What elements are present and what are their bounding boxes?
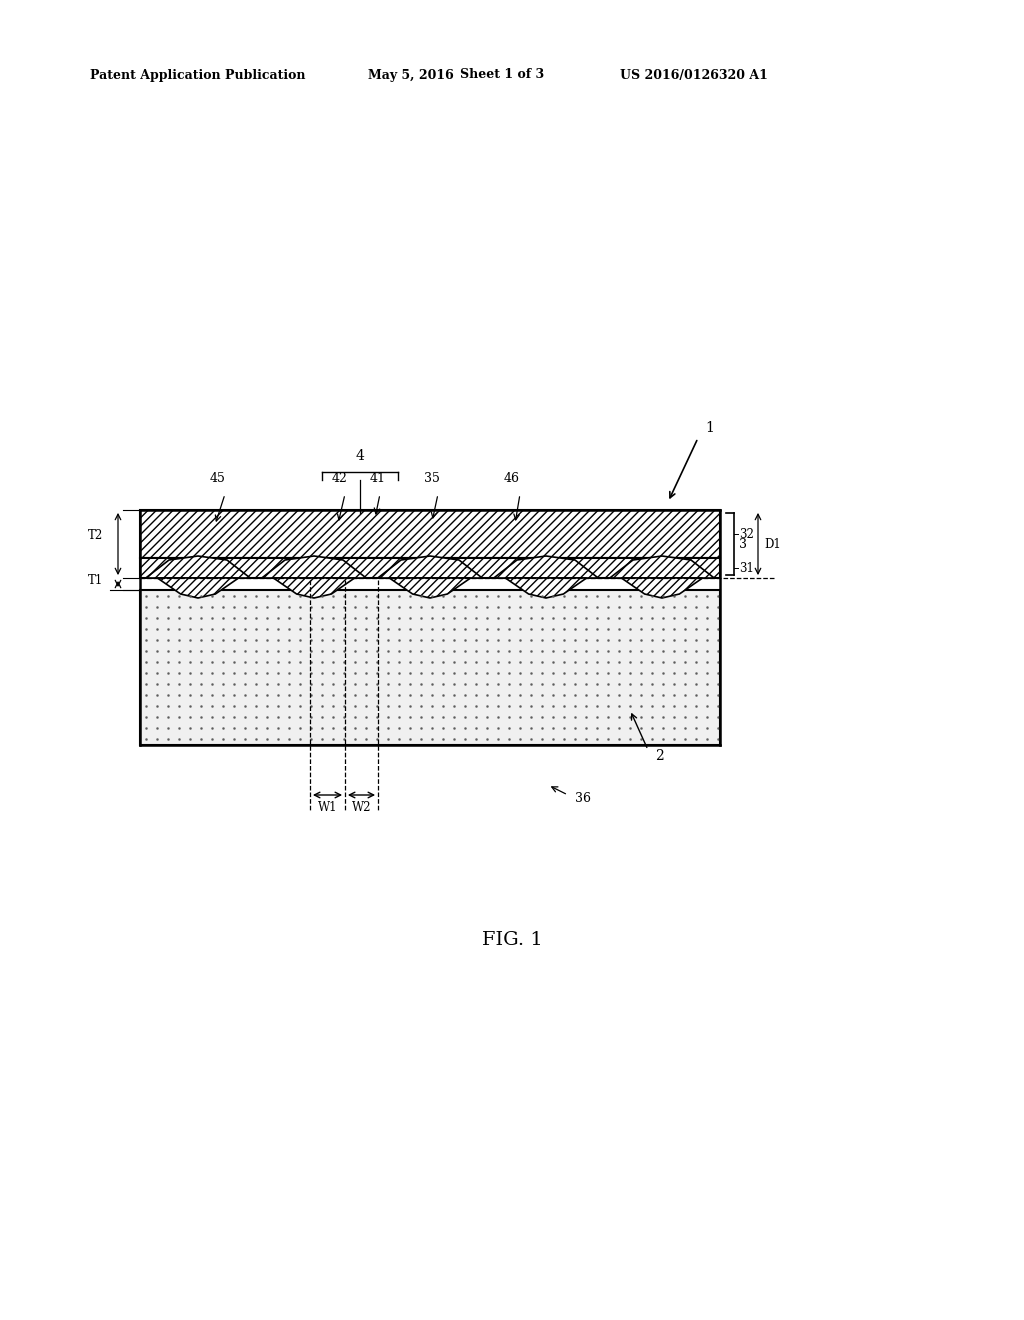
Polygon shape bbox=[506, 578, 587, 598]
Text: 42: 42 bbox=[332, 473, 348, 484]
Text: 1: 1 bbox=[705, 421, 714, 436]
Text: T2: T2 bbox=[88, 529, 103, 543]
Text: T1: T1 bbox=[88, 574, 103, 587]
Text: 45: 45 bbox=[210, 473, 226, 484]
Bar bbox=[140, 558, 720, 578]
Text: D1: D1 bbox=[764, 537, 780, 550]
Text: Sheet 1 of 3: Sheet 1 of 3 bbox=[460, 69, 544, 82]
Text: 46: 46 bbox=[504, 473, 520, 484]
Polygon shape bbox=[622, 578, 702, 598]
Polygon shape bbox=[610, 556, 714, 578]
Text: 32: 32 bbox=[739, 528, 754, 540]
Text: Patent Application Publication: Patent Application Publication bbox=[90, 69, 305, 82]
Text: 41: 41 bbox=[370, 473, 386, 484]
Text: 3: 3 bbox=[739, 537, 746, 550]
Text: 31: 31 bbox=[739, 561, 754, 574]
Bar bbox=[140, 510, 720, 558]
Text: 2: 2 bbox=[655, 748, 664, 763]
Text: FIG. 1: FIG. 1 bbox=[481, 931, 543, 949]
Text: W2: W2 bbox=[352, 801, 372, 814]
Polygon shape bbox=[494, 556, 598, 578]
Polygon shape bbox=[262, 556, 367, 578]
Text: May 5, 2016: May 5, 2016 bbox=[368, 69, 454, 82]
Text: W1: W1 bbox=[317, 801, 337, 814]
Text: 36: 36 bbox=[575, 792, 591, 804]
Text: 4: 4 bbox=[355, 449, 365, 463]
Polygon shape bbox=[378, 556, 482, 578]
Text: 35: 35 bbox=[424, 473, 440, 484]
Text: US 2016/0126320 A1: US 2016/0126320 A1 bbox=[620, 69, 768, 82]
Polygon shape bbox=[273, 578, 354, 598]
Bar bbox=[140, 590, 720, 744]
Polygon shape bbox=[389, 578, 471, 598]
Polygon shape bbox=[145, 556, 250, 578]
Polygon shape bbox=[158, 578, 239, 598]
